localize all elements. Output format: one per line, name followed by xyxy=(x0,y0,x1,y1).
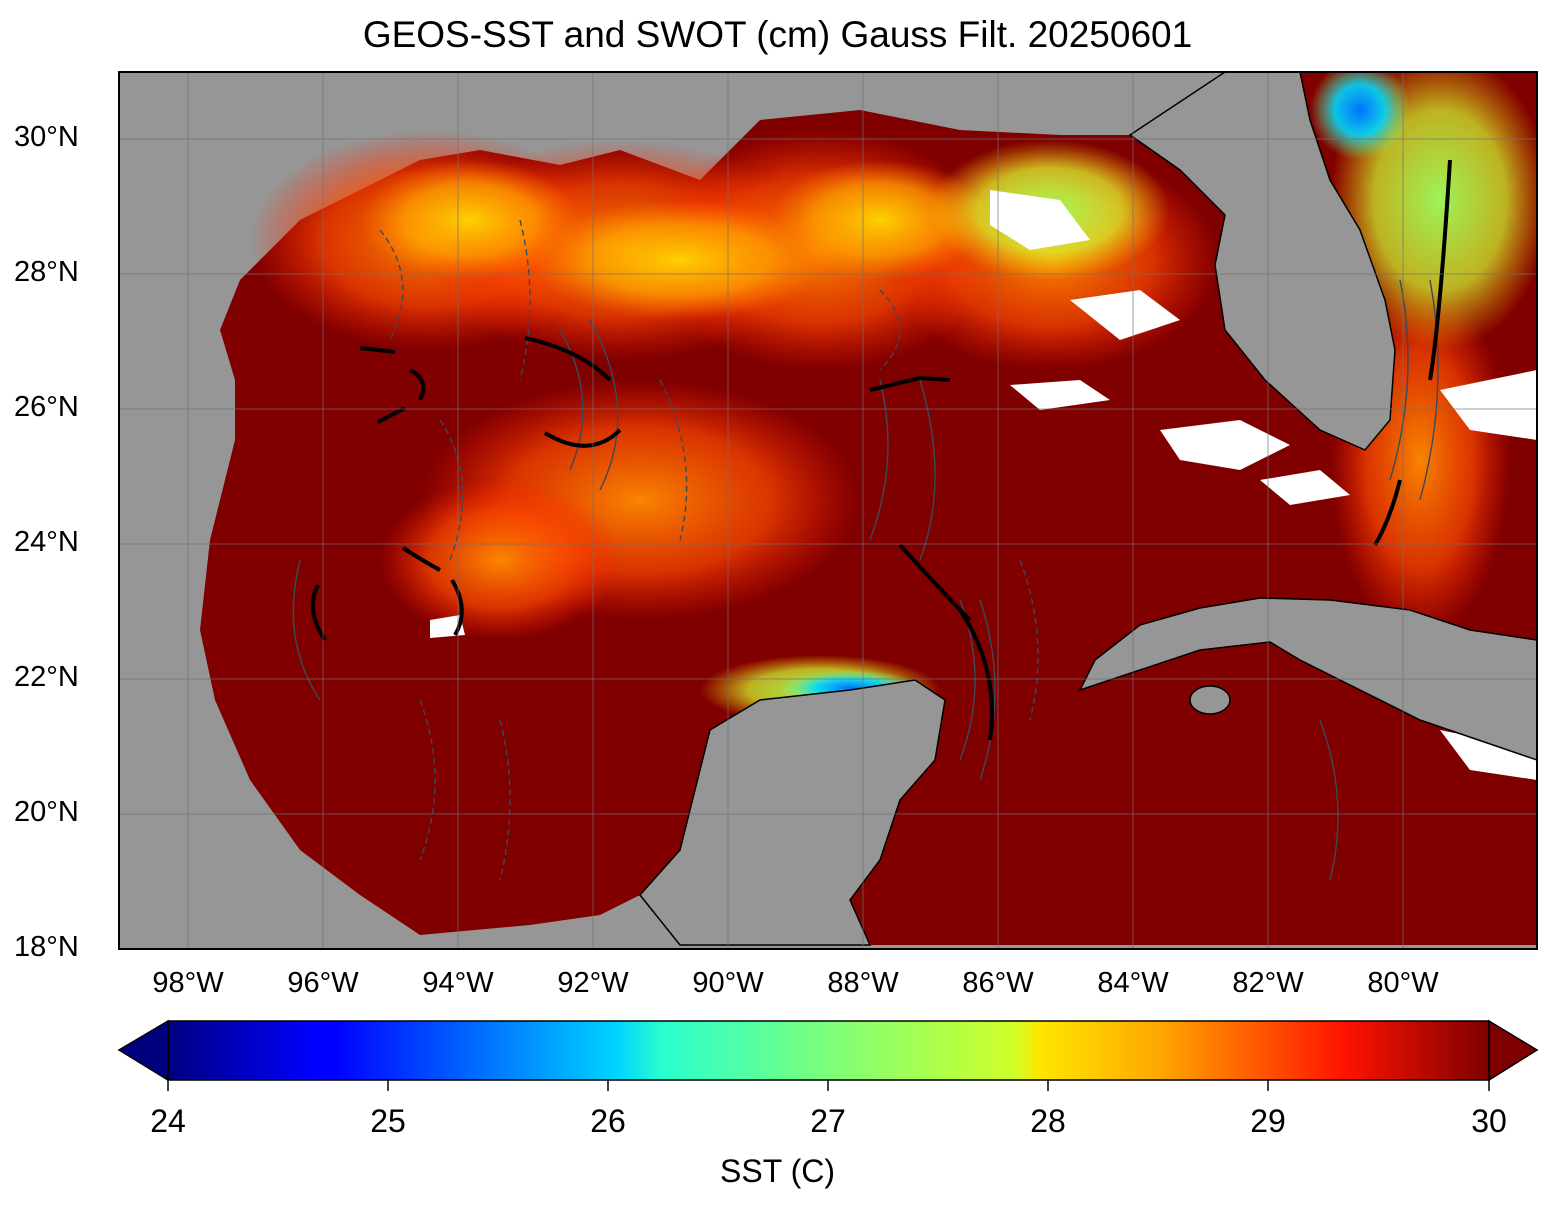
lat-label-22n: 22°N xyxy=(14,661,79,693)
lat-label-26n: 26°N xyxy=(14,391,79,423)
lon-label-86w: 86°W xyxy=(962,967,1034,999)
colorbar-extend-min xyxy=(117,1019,169,1082)
colorbar-tick-28: 28 xyxy=(1030,1103,1066,1139)
florida-peninsula xyxy=(1128,72,1396,451)
missing-data-areas xyxy=(430,190,1537,780)
colorbar-tick-24: 24 xyxy=(150,1103,186,1139)
lat-label-28n: 28°N xyxy=(14,256,79,288)
lat-label-18n: 18°N xyxy=(14,931,79,963)
lon-label-94w: 94°W xyxy=(422,967,494,999)
colorbar-tick-27: 27 xyxy=(810,1103,846,1139)
plot-title: GEOS-SST and SWOT (cm) Gauss Filt. 20250… xyxy=(362,14,1193,55)
zero-contours xyxy=(310,159,1452,741)
cuba xyxy=(1078,597,1537,761)
swot-contours xyxy=(292,219,1439,881)
lat-label-24n: 24°N xyxy=(14,526,79,558)
lat-label-30n: 30°N xyxy=(14,121,79,153)
yucatan-peninsula xyxy=(639,679,946,946)
isle-of-youth xyxy=(1189,685,1231,715)
colorbar xyxy=(117,1019,1539,1091)
colorbar-label: SST (C) xyxy=(720,1153,835,1189)
lon-label-92w: 92°W xyxy=(557,967,629,999)
lon-label-90w: 90°W xyxy=(692,967,764,999)
lon-label-82w: 82°W xyxy=(1232,967,1304,999)
lon-label-80w: 80°W xyxy=(1367,967,1439,999)
colorbar-tick-30: 30 xyxy=(1471,1103,1507,1139)
lon-label-88w: 88°W xyxy=(827,967,899,999)
colorbar-tick-25: 25 xyxy=(370,1103,406,1139)
sst-field xyxy=(250,72,1537,725)
lon-label-98w: 98°W xyxy=(152,967,224,999)
lon-label-96w: 96°W xyxy=(287,967,359,999)
lat-label-20n: 20°N xyxy=(14,796,79,828)
landmasses xyxy=(639,72,1537,946)
gridlines xyxy=(119,72,1537,949)
colorbar-tick-29: 29 xyxy=(1250,1103,1286,1139)
colorbar-extend-max xyxy=(1488,1019,1539,1082)
map-frame xyxy=(118,71,1538,950)
colorbar-tick-26: 26 xyxy=(590,1103,626,1139)
colorbar-gradient xyxy=(168,1021,1489,1080)
lon-label-84w: 84°W xyxy=(1097,967,1169,999)
